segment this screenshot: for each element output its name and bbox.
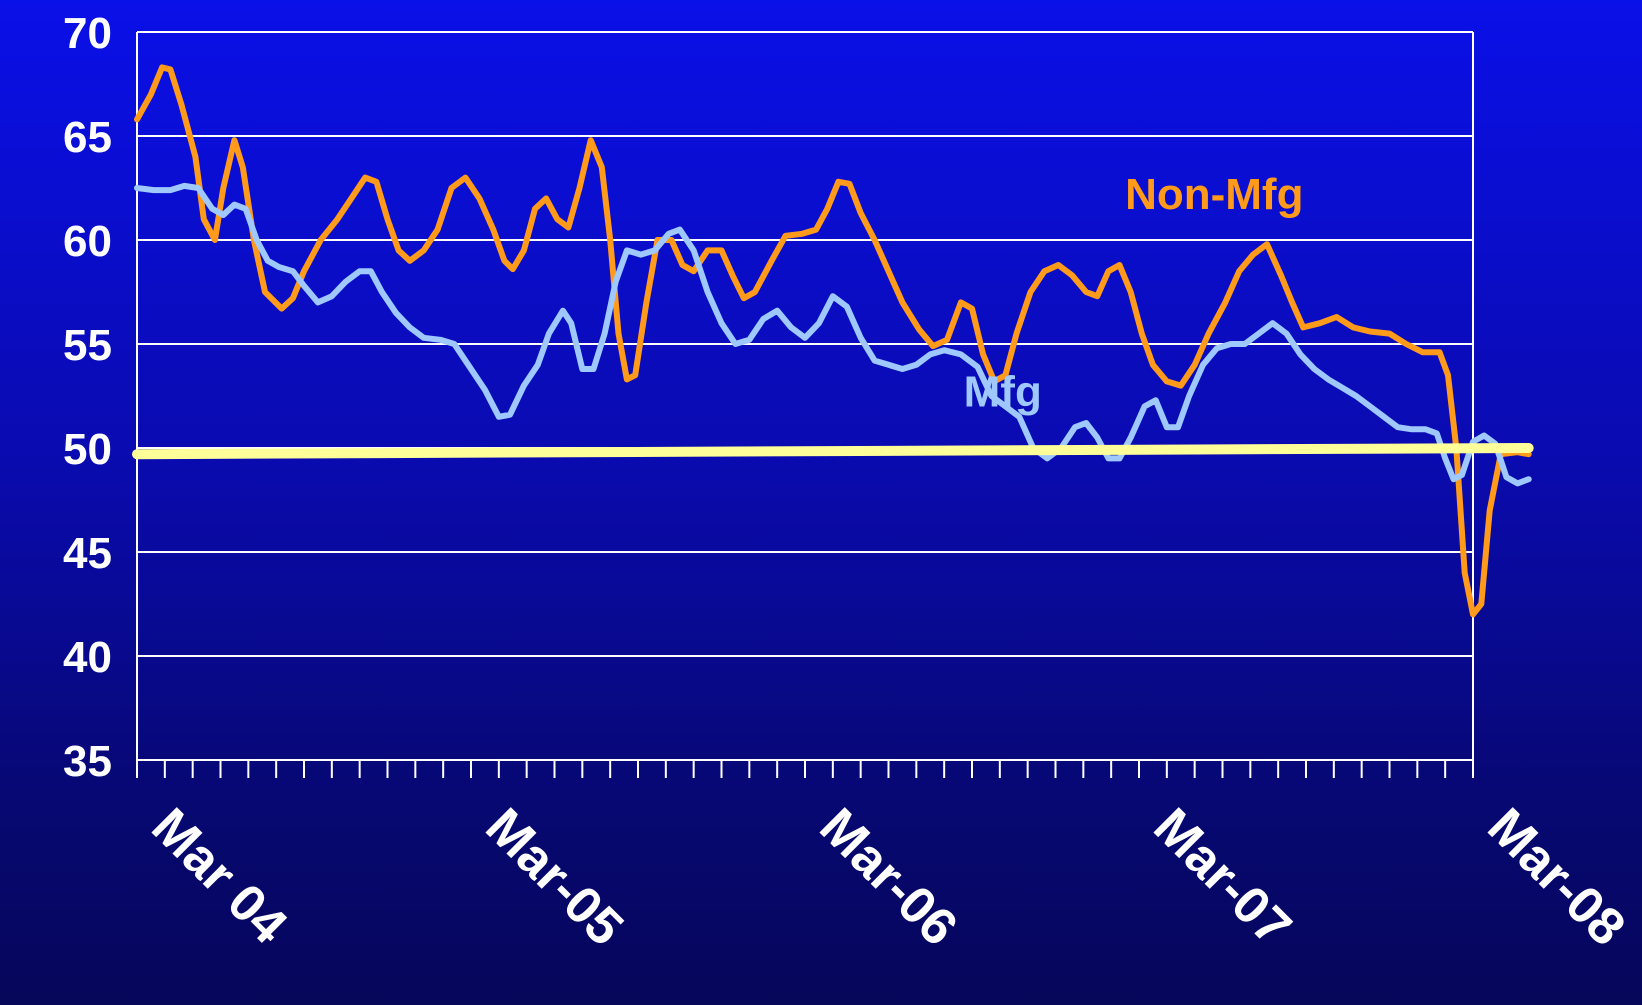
series-line-non-mfg (134, 64, 1532, 618)
series-line-mfg (134, 182, 1532, 487)
grid (137, 31, 1473, 761)
y-tick-label: 35 (63, 737, 112, 786)
reference-line-50 (132, 443, 1534, 460)
y-tick-label: 65 (63, 113, 112, 162)
series-labels: Non-Mfg Mfg (964, 170, 1304, 417)
y-tick-label: 45 (63, 529, 112, 578)
series-label: Mfg (964, 367, 1042, 416)
x-tick-label: Mar-06 (809, 797, 969, 957)
x-tick-label: Mar 04 (141, 797, 299, 955)
y-tick-label: 55 (63, 321, 112, 370)
series-label: Non-Mfg (1125, 170, 1303, 219)
x-tick-labels: Mar 04 Mar-05 Mar-06 Mar-07 Mar-08 (141, 797, 1637, 957)
y-tick-label: 50 (63, 425, 112, 474)
x-tick-label: Mar-05 (475, 797, 635, 957)
y-tick-labels: 35 40 45 50 55 60 65 70 (63, 9, 112, 786)
y-tick-label: 40 (63, 633, 112, 682)
x-ticks (136, 760, 1474, 778)
series-lines (132, 64, 1534, 618)
y-tick-label: 70 (63, 9, 112, 58)
x-tick-label: Mar-08 (1477, 797, 1637, 957)
x-tick-label: Mar-07 (1143, 797, 1303, 957)
axes (136, 32, 1474, 761)
y-tick-label: 60 (63, 217, 112, 266)
